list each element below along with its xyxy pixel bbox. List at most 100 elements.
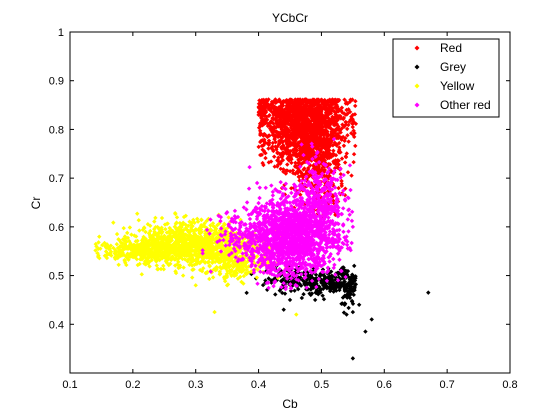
data-point [302, 118, 308, 124]
data-point [338, 113, 343, 119]
data-point [259, 116, 265, 121]
data-point [325, 98, 331, 103]
data-point [267, 123, 273, 129]
data-point [351, 151, 357, 157]
data-point [350, 124, 355, 130]
data-point [330, 108, 335, 113]
data-point [300, 174, 306, 180]
data-point [261, 143, 266, 148]
data-point [287, 169, 293, 174]
data-point [324, 153, 329, 158]
data-point [256, 144, 261, 150]
data-point [293, 147, 298, 152]
data-point [278, 161, 283, 166]
data-point [328, 138, 334, 143]
data-point [290, 168, 296, 173]
data-point [314, 140, 319, 146]
data-point [286, 158, 292, 163]
data-point [328, 136, 333, 141]
plot-area: 0.1 0.2 0.3 0.4 0.5 0.6 0.7 0.8 10.90.80.70.60.… [49, 27, 518, 391]
data-point [259, 98, 264, 103]
data-point [281, 121, 287, 126]
data-point [298, 149, 303, 155]
data-point [320, 293, 325, 298]
data-point [270, 144, 275, 149]
data-point [301, 134, 307, 139]
data-point [293, 133, 299, 139]
data-point [351, 119, 357, 125]
data-point [316, 126, 321, 131]
data-point [293, 160, 298, 166]
data-point [322, 151, 328, 156]
data-point [297, 116, 303, 121]
data-point [293, 115, 299, 121]
data-point [341, 116, 346, 121]
data-point [285, 117, 290, 122]
data-point [302, 147, 308, 152]
data-point [281, 169, 286, 174]
data-point [336, 272, 341, 277]
data-point [290, 129, 296, 135]
data-point [312, 297, 318, 303]
data-point [342, 97, 347, 102]
data-point [317, 284, 322, 289]
data-point [272, 164, 277, 169]
data-point [308, 287, 313, 292]
data-point [351, 159, 356, 165]
data-point [334, 285, 339, 290]
data-point [337, 134, 342, 139]
data-point [266, 160, 272, 165]
data-point [244, 290, 249, 296]
data-point [294, 110, 300, 116]
data-point [305, 109, 311, 114]
data-point [323, 122, 329, 128]
data-point [279, 159, 284, 164]
data-point [264, 99, 270, 104]
data-point [314, 122, 319, 127]
data-point [276, 105, 281, 110]
data-point [331, 151, 336, 156]
data-point [286, 101, 292, 107]
data-point [321, 273, 326, 278]
data-point [330, 101, 335, 106]
data-point [274, 130, 279, 135]
data-point [321, 116, 327, 121]
data-point [274, 118, 280, 123]
data-point [267, 140, 272, 145]
data-point [352, 284, 357, 289]
data-point [310, 117, 316, 122]
data-point [328, 133, 333, 138]
data-point [308, 114, 313, 119]
data-point [351, 287, 357, 293]
data-point [342, 124, 347, 129]
data-point [353, 99, 358, 104]
data-point [272, 137, 277, 142]
data-point [331, 160, 337, 166]
data-point [320, 124, 326, 129]
data-point [275, 150, 280, 155]
data-point [319, 127, 325, 132]
data-point [333, 274, 338, 280]
data-point [305, 133, 311, 138]
data-point [262, 99, 267, 104]
data-point [346, 289, 351, 294]
data-point [284, 145, 289, 151]
data-point [293, 107, 299, 112]
data-point [329, 154, 334, 159]
data-point [260, 120, 265, 126]
data-point [335, 107, 341, 112]
data-point [336, 97, 342, 103]
data-point [337, 145, 342, 150]
data-point [284, 106, 290, 111]
data-point [294, 135, 299, 141]
data-point [334, 143, 339, 148]
data-point [302, 103, 307, 109]
data-point [267, 107, 272, 112]
data-point [312, 134, 317, 140]
data-point [298, 100, 303, 106]
data-point [296, 157, 301, 163]
data-point [333, 158, 338, 163]
data-point [296, 130, 301, 136]
data-point [321, 286, 326, 291]
data-point [312, 102, 317, 108]
